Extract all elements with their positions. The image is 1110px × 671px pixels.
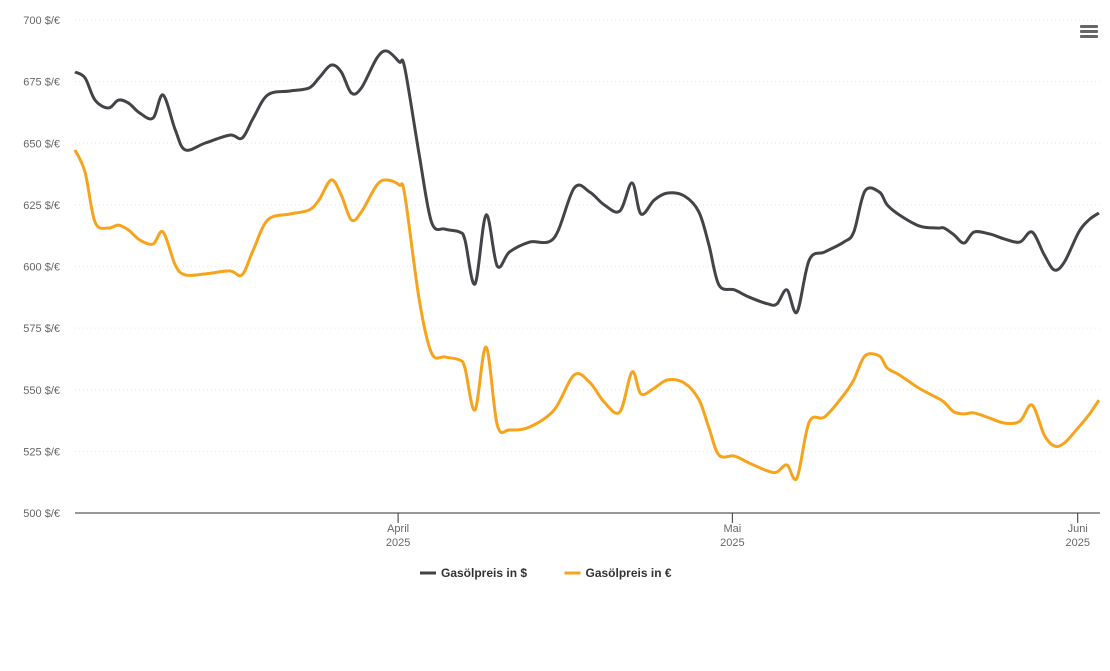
y-tick-label: 500 $/€ — [23, 508, 60, 520]
x-tick-label-line: 2025 — [386, 537, 410, 549]
menu-bar — [1080, 30, 1098, 33]
x-tick-label-line: 2025 — [720, 537, 744, 549]
legend-item[interactable]: Gasölpreis in € — [564, 566, 672, 580]
legend-label: Gasölpreis in $ — [441, 566, 527, 580]
y-tick-label: 600 $/€ — [23, 262, 60, 274]
x-tick-label: Juni 2025 — [1065, 523, 1089, 549]
y-tick-label: 525 $/€ — [23, 446, 60, 458]
x-tick-label-line: April — [387, 523, 409, 535]
menu-button[interactable] — [1080, 25, 1098, 38]
x-tick-label: Mai 2025 — [720, 523, 744, 549]
y-tick-label: 550 $/€ — [23, 385, 60, 397]
x-tick-label-line: Juni — [1068, 523, 1088, 535]
y-tick-label: 675 $/€ — [23, 77, 60, 89]
legend-item[interactable]: Gasölpreis in $ — [420, 566, 527, 580]
menu-bar — [1080, 35, 1098, 38]
y-tick-label: 700 $/€ — [23, 15, 60, 27]
x-tick-label: April 2025 — [386, 523, 410, 549]
y-tick-label: 625 $/€ — [23, 200, 60, 212]
x-tick-label-line: 2025 — [1065, 537, 1089, 549]
y-tick-label: 650 $/€ — [23, 138, 60, 150]
line-series — [74, 49, 1100, 315]
legend-label: Gasölpreis in € — [586, 566, 672, 580]
menu-bar — [1080, 25, 1098, 28]
line-series — [73, 149, 1101, 482]
x-tick-label-line: Mai — [723, 523, 741, 535]
y-tick-label: 575 $/€ — [23, 323, 60, 335]
